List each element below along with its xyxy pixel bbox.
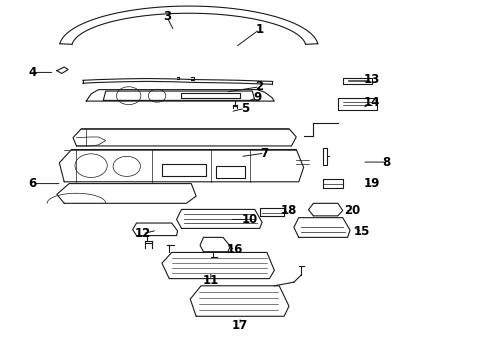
Text: 2: 2 (256, 80, 264, 93)
Text: 10: 10 (242, 213, 258, 226)
Text: 20: 20 (344, 204, 361, 217)
Text: 12: 12 (134, 227, 150, 240)
Text: 14: 14 (364, 96, 380, 109)
Text: 17: 17 (232, 319, 248, 332)
Text: 7: 7 (261, 147, 269, 159)
Text: 6: 6 (28, 177, 37, 190)
Text: 13: 13 (364, 73, 380, 86)
Text: 15: 15 (354, 225, 370, 238)
Text: 4: 4 (28, 66, 37, 79)
Text: 3: 3 (163, 10, 171, 23)
Text: 11: 11 (203, 274, 219, 287)
Text: 5: 5 (241, 102, 249, 115)
Text: 8: 8 (383, 156, 391, 168)
Text: 9: 9 (253, 91, 261, 104)
Text: 1: 1 (256, 23, 264, 36)
Text: 19: 19 (364, 177, 380, 190)
Text: 18: 18 (281, 204, 297, 217)
Text: 16: 16 (227, 243, 244, 256)
